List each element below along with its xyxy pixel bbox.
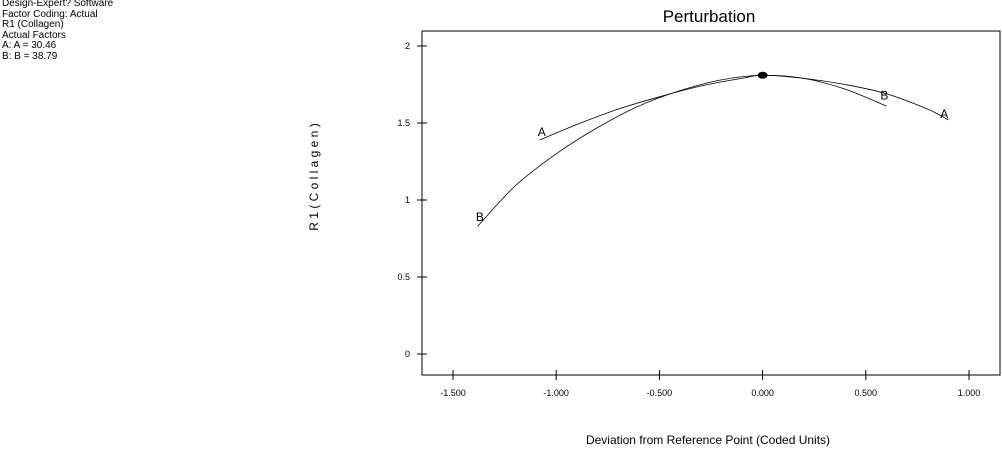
curves [477,74,949,227]
factor-b-value: B: B = 38.79 [2,50,58,62]
x-axis: -1.500 -1.000 -0.500 0.000 0.500 1.000 [440,370,980,398]
reference-point-marker [757,71,768,79]
curve-label-b: B [476,210,484,224]
x-tick-label: -0.500 [647,388,673,398]
y-tick-label: 1.5 [397,118,410,128]
y-tick-label: 1 [405,195,410,205]
curve-label-a: A [538,125,546,139]
chart-title: Perturbation [663,7,756,26]
x-tick-label: -1.000 [543,388,569,398]
x-tick-label: 1.000 [958,388,981,398]
y-tick-label: 2 [405,41,410,51]
curve-label-b: B [880,88,888,102]
response-name: R1 (Collagen) [2,19,64,30]
y-tick-label: 0.5 [397,272,410,282]
y-tick-label: 0 [405,349,410,359]
y-axis: 0 0.5 1 1.5 2 [397,41,427,359]
x-tick-label: -1.500 [440,388,466,398]
x-tick-label: 0.000 [751,388,774,398]
factor-a-value: A: A = 30.46 [2,40,57,51]
x-axis-title: Deviation from Reference Point (Coded Un… [586,433,830,447]
curve-labels: A A B B [476,88,948,224]
x-tick-label: 0.500 [855,388,878,398]
actual-factors-heading: Actual Factors [2,29,66,41]
y-axis-title: R 1 ( C o l l a g e n ) [307,123,321,230]
curve-b [477,74,887,227]
design-info-panel: Design-Expert? Software Factor Coding: A… [2,0,113,62]
software-name: Design-Expert? Software [2,0,114,9]
curve-a [539,74,949,141]
plot-area [421,30,1001,376]
curve-label-a: A [940,107,948,121]
factor-coding: Factor Coding: Actual [2,8,98,20]
